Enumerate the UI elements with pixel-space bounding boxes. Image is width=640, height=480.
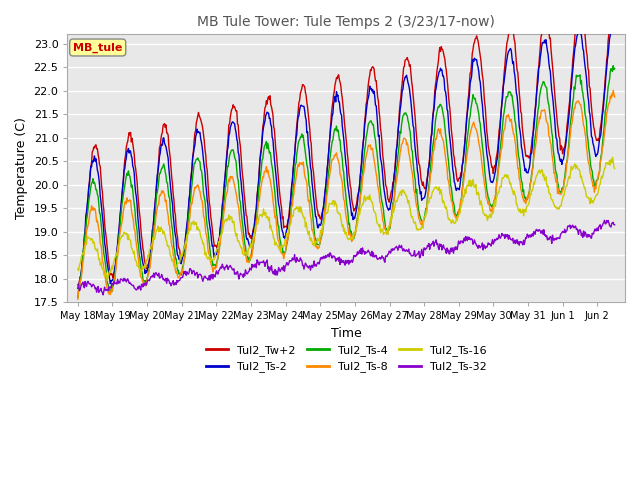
Text: MB_tule: MB_tule	[73, 42, 122, 53]
Title: MB Tule Tower: Tule Temps 2 (3/23/17-now): MB Tule Tower: Tule Temps 2 (3/23/17-now…	[197, 15, 495, 29]
X-axis label: Time: Time	[331, 327, 362, 340]
Y-axis label: Temperature (C): Temperature (C)	[15, 117, 28, 219]
Legend: Tul2_Tw+2, Tul2_Ts-2, Tul2_Ts-4, Tul2_Ts-8, Tul2_Ts-16, Tul2_Ts-32: Tul2_Tw+2, Tul2_Ts-2, Tul2_Ts-4, Tul2_Ts…	[202, 341, 491, 377]
